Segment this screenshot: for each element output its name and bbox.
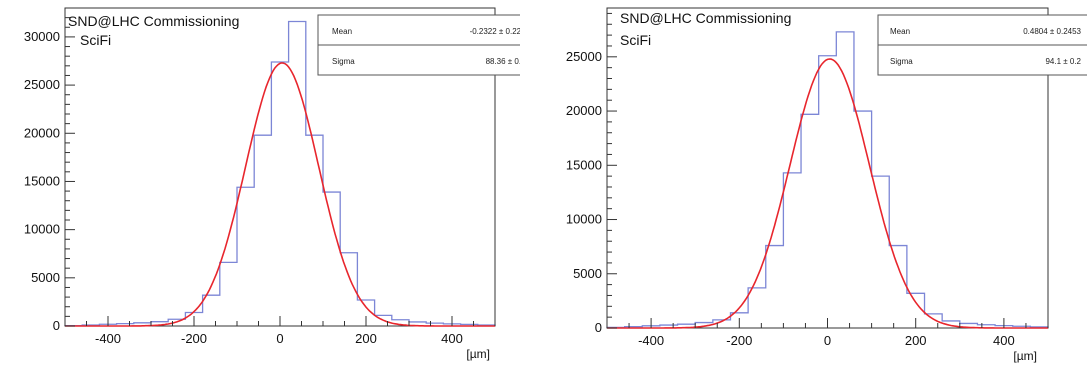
chart-subtitle: SciFi (620, 32, 651, 48)
stats-mean-label: Mean (332, 27, 352, 36)
stats-sigma-label: Sigma (890, 57, 913, 66)
histogram-bin (748, 288, 766, 328)
histogram-bin (254, 135, 271, 326)
histogram-bin (220, 262, 237, 326)
histogram-outline (606, 31, 1049, 329)
histogram-bin (766, 246, 784, 328)
x-tick-label: 200 (905, 333, 927, 348)
histogram-panel-left: -400 -200 0 200 400 0 5000 10000 15000 20000 2500… (0, 0, 520, 365)
x-axis-unit-label: [µm] (466, 347, 490, 361)
histogram-bin (925, 314, 943, 328)
histogram-bin (271, 62, 288, 326)
histogram-bin (889, 246, 907, 328)
stats-mean-label: Mean (890, 27, 910, 36)
y-tick-label: 25000 (566, 49, 602, 64)
stats-mean-value: -0.2322 ± 0.2284 (470, 27, 520, 36)
y-tick-label: 15000 (24, 173, 60, 188)
histogram-bin (289, 21, 306, 326)
histogram-bin (836, 32, 854, 328)
histogram-chart-left: -400 -200 0 200 400 0 5000 10000 15000 20000 2500… (24, 7, 520, 361)
histogram-bin (783, 173, 801, 328)
histogram-bin (323, 192, 340, 326)
y-tick-label: 10000 (24, 222, 60, 237)
y-tick-label: 20000 (566, 103, 602, 118)
stats-box: Mean 0.4804 ± 0.2453 Sigma 94.1 ± 0.2 (877, 14, 1087, 76)
x-tick-label: -400 (638, 333, 664, 348)
stats-box: Mean -0.2322 ± 0.2284 Sigma 88.36 ± 0.20 (317, 14, 520, 76)
histogram-chart-right: -400 -200 0 200 400 0 5000 10000 15000 20000 2500… (566, 7, 1087, 363)
y-tick-label: 0 (595, 320, 602, 335)
histogram-bin (819, 56, 837, 328)
x-axis-unit-label: [µm] (1013, 349, 1037, 363)
y-tick-label: 10000 (566, 212, 602, 227)
x-tick-label: 400 (441, 331, 463, 346)
chart-title: SND@LHC Commissioning (68, 13, 239, 29)
x-tick-label: 400 (993, 333, 1015, 348)
chart-title: SND@LHC Commissioning (620, 10, 791, 26)
stats-sigma-label: Sigma (332, 57, 355, 66)
y-tick-label: 30000 (24, 29, 60, 44)
y-tick-label: 5000 (31, 270, 60, 285)
histogram-bin (237, 187, 254, 326)
x-tick-label: 0 (276, 331, 283, 346)
y-tick-label: 25000 (24, 77, 60, 92)
y-tick-label: 0 (53, 318, 60, 333)
gaussian-fit-curve (607, 58, 1048, 329)
chart-subtitle: SciFi (80, 32, 111, 48)
histogram-bin (203, 295, 220, 326)
x-tick-label: -400 (95, 331, 121, 346)
stats-mean-value: 0.4804 ± 0.2453 (1023, 27, 1081, 36)
stats-sigma-value: 94.1 ± 0.2 (1045, 57, 1081, 66)
histogram-panel-right: -400 -200 0 200 400 0 5000 10000 15000 20000 2500… (545, 0, 1087, 365)
x-tick-label: 0 (824, 333, 831, 348)
histogram-bin (854, 111, 872, 328)
x-tick-label: -200 (181, 331, 207, 346)
y-tick-label: 5000 (573, 266, 602, 281)
histogram-bin (306, 135, 323, 326)
stats-sigma-value: 88.36 ± 0.20 (486, 57, 520, 66)
y-tick-label: 15000 (566, 157, 602, 172)
histogram-bin (872, 176, 890, 328)
y-tick-label: 20000 (24, 125, 60, 140)
x-tick-label: 200 (355, 331, 377, 346)
histogram-outline (64, 20, 496, 327)
gaussian-fit-curve (65, 62, 495, 327)
histogram-bin (801, 114, 819, 328)
x-tick-label: -200 (726, 333, 752, 348)
